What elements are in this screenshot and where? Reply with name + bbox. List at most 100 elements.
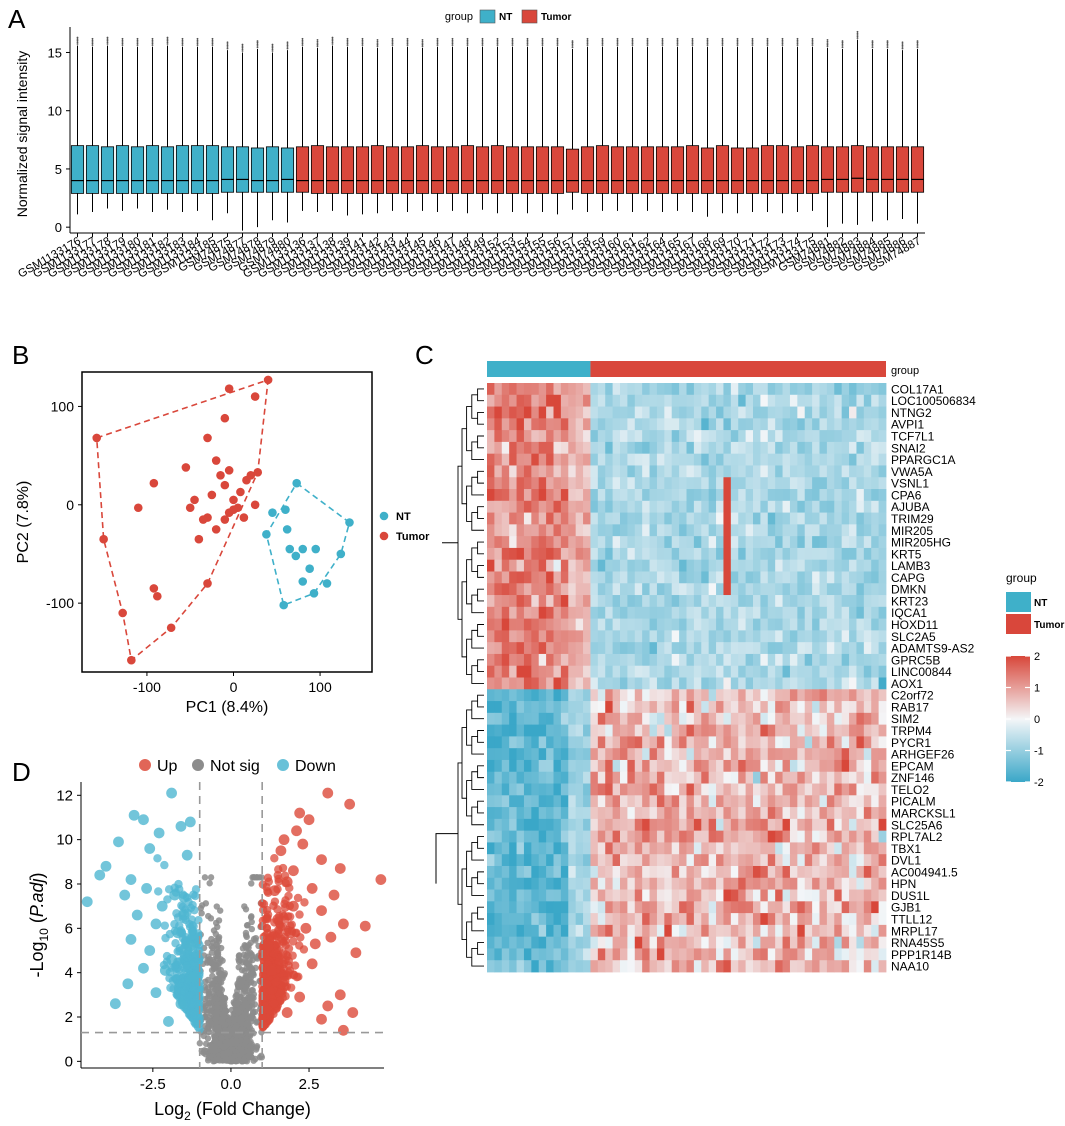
boxplot-box: [445, 146, 460, 194]
heatmap-gene-label: AOX1: [891, 677, 923, 691]
boxplot-outlier: [901, 42, 904, 45]
boxplot-box: [520, 146, 535, 194]
heatmap-cell: [863, 936, 872, 949]
volcano-notsig-point: [244, 1030, 252, 1037]
boxplot-box: [580, 146, 595, 194]
boxplot-outlier: [91, 42, 94, 45]
heatmap-cell: [878, 960, 887, 973]
heatmap-cell: [516, 500, 525, 513]
heatmap-cell: [642, 960, 650, 973]
heatmap-cell: [671, 583, 680, 596]
heatmap-cell: [871, 536, 880, 549]
heatmap-cell: [738, 642, 747, 655]
volcano-notsig-point: [206, 956, 213, 963]
heatmap-cell: [834, 394, 843, 407]
heatmap-cell: [671, 807, 680, 820]
heatmap-cell: [597, 524, 606, 537]
heatmap-cell: [863, 842, 872, 855]
boxplot-outlier: [181, 42, 184, 45]
heatmap-cell: [627, 960, 636, 973]
heatmap-cell: [538, 630, 547, 643]
heatmap-cell: [753, 512, 761, 525]
heatmap-cell: [782, 618, 791, 631]
boxplot-outlier: [691, 44, 694, 47]
heatmap-cell: [863, 689, 872, 702]
heatmap-cell: [568, 524, 577, 537]
heatmap-cell: [789, 783, 798, 796]
heatmap-cell: [612, 571, 621, 584]
heatmap-cell: [693, 606, 702, 619]
heatmap-cell: [819, 960, 828, 973]
heatmap-cell: [701, 500, 710, 513]
volcano-notsig-point: [243, 960, 250, 967]
heatmap-cell: [531, 677, 540, 690]
heatmap-cell: [620, 441, 628, 455]
heatmap-cell: [612, 807, 621, 820]
heatmap-cell: [693, 783, 702, 796]
boxplot-outlier: [121, 42, 124, 45]
heatmap-cell: [568, 665, 577, 678]
heatmap-cell: [494, 842, 503, 855]
boxplot-outlier: [391, 37, 394, 40]
heatmap-cell: [553, 807, 562, 820]
boxplot-outlier: [106, 38, 109, 41]
heatmap-dendrogram-branch: [477, 588, 484, 602]
heatmap-cell: [745, 665, 754, 678]
boxplot-outlier: [376, 43, 379, 46]
heatmap-cell: [656, 606, 665, 619]
heatmap-cell: [538, 889, 547, 902]
heatmap-cell: [590, 795, 599, 808]
heatmap-cell: [679, 606, 687, 619]
heatmap-cell: [775, 630, 783, 643]
heatmap-cell: [538, 689, 547, 702]
heatmap-cell: [856, 748, 865, 761]
heatmap-cell: [531, 771, 540, 784]
heatmap-cell: [649, 406, 658, 419]
boxplot-outlier: [646, 39, 649, 42]
heatmap-cell: [627, 842, 636, 855]
heatmap-dendrogram-branch: [477, 624, 484, 637]
heatmap-cell: [546, 759, 554, 773]
heatmap-cell: [693, 807, 702, 820]
boxplot-outlier: [871, 41, 874, 44]
heatmap-cell: [620, 383, 628, 396]
heatmap-cell: [590, 889, 599, 902]
heatmap-cell: [826, 642, 835, 655]
heatmap-cell: [834, 924, 843, 938]
heatmap-cell: [723, 877, 732, 890]
heatmap-cell: [671, 630, 680, 643]
heatmap-gene-label: SNAI2: [891, 441, 926, 455]
heatmap-legend-nt-label: NT: [1034, 598, 1047, 609]
boxplot-outlier: [166, 41, 169, 44]
heatmap-cell: [509, 712, 517, 726]
heatmap-cell: [523, 854, 532, 867]
boxplot-outlier: [271, 50, 274, 52]
boxplot-outlier: [541, 41, 544, 43]
heatmap-cell: [553, 665, 562, 678]
heatmap-cell: [753, 924, 761, 938]
heatmap-cell: [767, 724, 776, 737]
heatmap-cell: [693, 736, 702, 749]
heatmap-cell: [634, 524, 643, 537]
heatmap-cell: [568, 500, 577, 513]
heatmap-cell: [723, 383, 732, 396]
heatmap-cell: [656, 418, 665, 431]
heatmap-cell: [568, 783, 577, 796]
heatmap-cell: [753, 606, 761, 619]
heatmap-cell: [738, 748, 747, 761]
heatmap-cell: [819, 712, 828, 726]
heatmap-cell: [797, 818, 806, 832]
boxplot-outlier: [631, 42, 634, 45]
heatmap-cell: [716, 394, 724, 407]
heatmap-cell: [634, 500, 643, 513]
heatmap-cell: [671, 441, 680, 455]
heatmap-cell: [856, 842, 865, 855]
heatmap-cell: [642, 748, 650, 761]
heatmap-cell: [745, 465, 754, 478]
heatmap-cell: [531, 854, 540, 867]
boxplot-box: [865, 146, 880, 193]
boxplot-outlier: [421, 40, 424, 43]
heatmap-cell: [834, 665, 843, 678]
boxplot-outlier: [841, 44, 844, 47]
heatmap-cell: [627, 559, 636, 572]
